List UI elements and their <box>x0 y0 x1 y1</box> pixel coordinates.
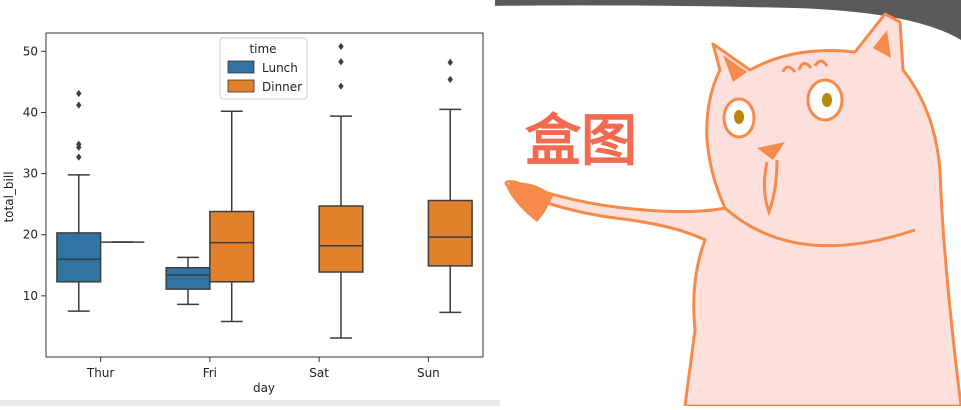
x-axis-title: day <box>253 381 275 395</box>
bottom-strip <box>0 400 500 406</box>
legend-title: time <box>249 42 276 56</box>
x-tick-label: Sun <box>417 366 440 380</box>
plot-frame <box>45 32 484 358</box>
cat-ear-left <box>723 55 747 82</box>
box-lunch-fri <box>165 256 211 306</box>
box-dinner-fri <box>209 110 255 323</box>
outlier-point <box>76 101 82 109</box>
y-tick-label: 30 <box>23 167 38 181</box>
box-lunch-thur <box>56 89 102 312</box>
y-tick-label: 20 <box>23 228 38 242</box>
outlier-point <box>447 58 453 66</box>
outlier-point <box>338 42 344 51</box>
cat-pupil-right <box>822 93 832 107</box>
outlier-point <box>76 153 82 161</box>
box-dinner-sun <box>427 58 473 314</box>
outlier-point <box>338 58 344 66</box>
legend: time Lunch Dinner <box>219 37 308 100</box>
box-iqr <box>56 232 102 283</box>
y-axis-title: total_bill <box>2 171 16 222</box>
x-tick-label: Thur <box>86 366 115 380</box>
legend-label-dinner: Dinner <box>262 80 302 94</box>
outlier-point <box>338 82 344 90</box>
outlier-point <box>76 89 82 98</box>
corner-band <box>485 0 961 40</box>
outlier-point <box>76 140 82 148</box>
box-iqr <box>209 210 255 283</box>
box-iqr <box>427 199 473 267</box>
cat-nose <box>757 142 785 160</box>
legend-swatch-dinner <box>227 79 255 93</box>
cat-stripes <box>781 59 829 73</box>
legend-swatch-lunch <box>227 60 255 74</box>
y-tick-label: 50 <box>23 44 38 58</box>
cat-pupil-left <box>734 110 744 124</box>
cat-mouth <box>762 159 779 217</box>
cat-ear-right <box>873 30 891 58</box>
corner-band-highlight <box>494 7 961 48</box>
box-dinner-sat <box>318 42 364 339</box>
cat-paw-tip <box>507 182 553 222</box>
cat-chin <box>724 206 916 248</box>
box-plot-panel: 10 20 30 40 50 Thur Fri Sat Sun total_bill day t… <box>0 32 500 406</box>
box-plot-chart: 10 20 30 40 50 Thur Fri Sat Sun total_bill day t… <box>2 32 484 395</box>
y-tick-label: 40 <box>23 105 38 119</box>
cat-body <box>504 12 961 408</box>
sticker-text: 盒图 <box>525 109 637 174</box>
outlier-point <box>447 75 453 84</box>
legend-label-lunch: Lunch <box>262 61 298 75</box>
cat-illustration: 盒图 <box>485 0 961 408</box>
box-iqr <box>318 205 364 273</box>
box-iqr <box>165 266 211 290</box>
x-tick-label: Fri <box>203 366 217 380</box>
y-tick-label: 10 <box>23 289 38 303</box>
x-tick-label: Sat <box>309 366 329 380</box>
